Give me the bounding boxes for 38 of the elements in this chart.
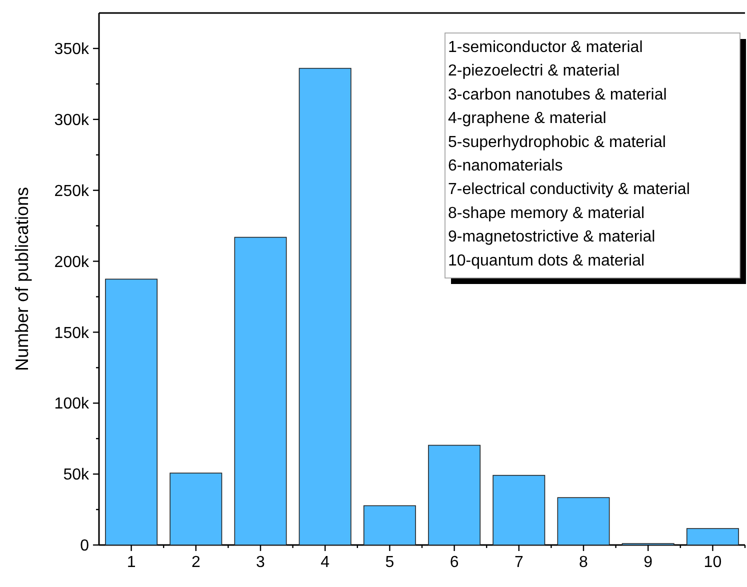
bar [234, 236, 287, 546]
bar [492, 474, 546, 546]
y-tick-label: 200k [54, 254, 90, 271]
bar [557, 497, 610, 546]
x-tick-label: 1 [126, 554, 136, 571]
x-tick-label: 8 [579, 554, 588, 571]
y-tick-label: 350k [54, 41, 90, 58]
bar [170, 472, 222, 546]
annotation: 6-nanomaterials [448, 158, 563, 174]
annotation: 2-piezoelectri & material [448, 62, 620, 80]
annotation: 4-graphene & material [448, 110, 606, 128]
x-tick-label: 10 [704, 554, 722, 571]
annotation: 1-semiconductor & material [448, 39, 643, 56]
bar [363, 505, 416, 546]
x-tick-label: 9 [644, 554, 653, 571]
y-axis-title: Number of publications [12, 186, 32, 372]
annotation: 8-shape memory & material [448, 204, 645, 222]
bar [686, 528, 739, 546]
bar [298, 68, 352, 546]
x-tick-label: 2 [191, 554, 200, 571]
annotation: 7-electrical conductivity & material [448, 181, 690, 198]
annotation: 3-carbon nanotubes & material [448, 86, 667, 104]
y-tick-label: 100k [54, 396, 90, 413]
y-tick-label: 150k [54, 324, 90, 342]
y-tick-label: 300k [54, 112, 90, 129]
annotation: 5-superhydrophobic & material [448, 134, 666, 151]
x-tick-label: 6 [450, 554, 459, 571]
x-tick-label: 5 [385, 554, 394, 571]
y-tick-label: 50k [63, 466, 90, 484]
x-tick-label: 7 [514, 554, 524, 571]
x-tick-label: 4 [320, 554, 330, 571]
y-tick-label: 0 [80, 538, 90, 555]
x-tick-label: 3 [256, 554, 266, 571]
bar [105, 278, 158, 546]
annotation: 10-quantum dots & material [448, 252, 645, 270]
y-tick-label: 250k [54, 182, 90, 200]
annotation: 9-magnetostrictive & material [448, 228, 656, 246]
bar [428, 444, 481, 546]
